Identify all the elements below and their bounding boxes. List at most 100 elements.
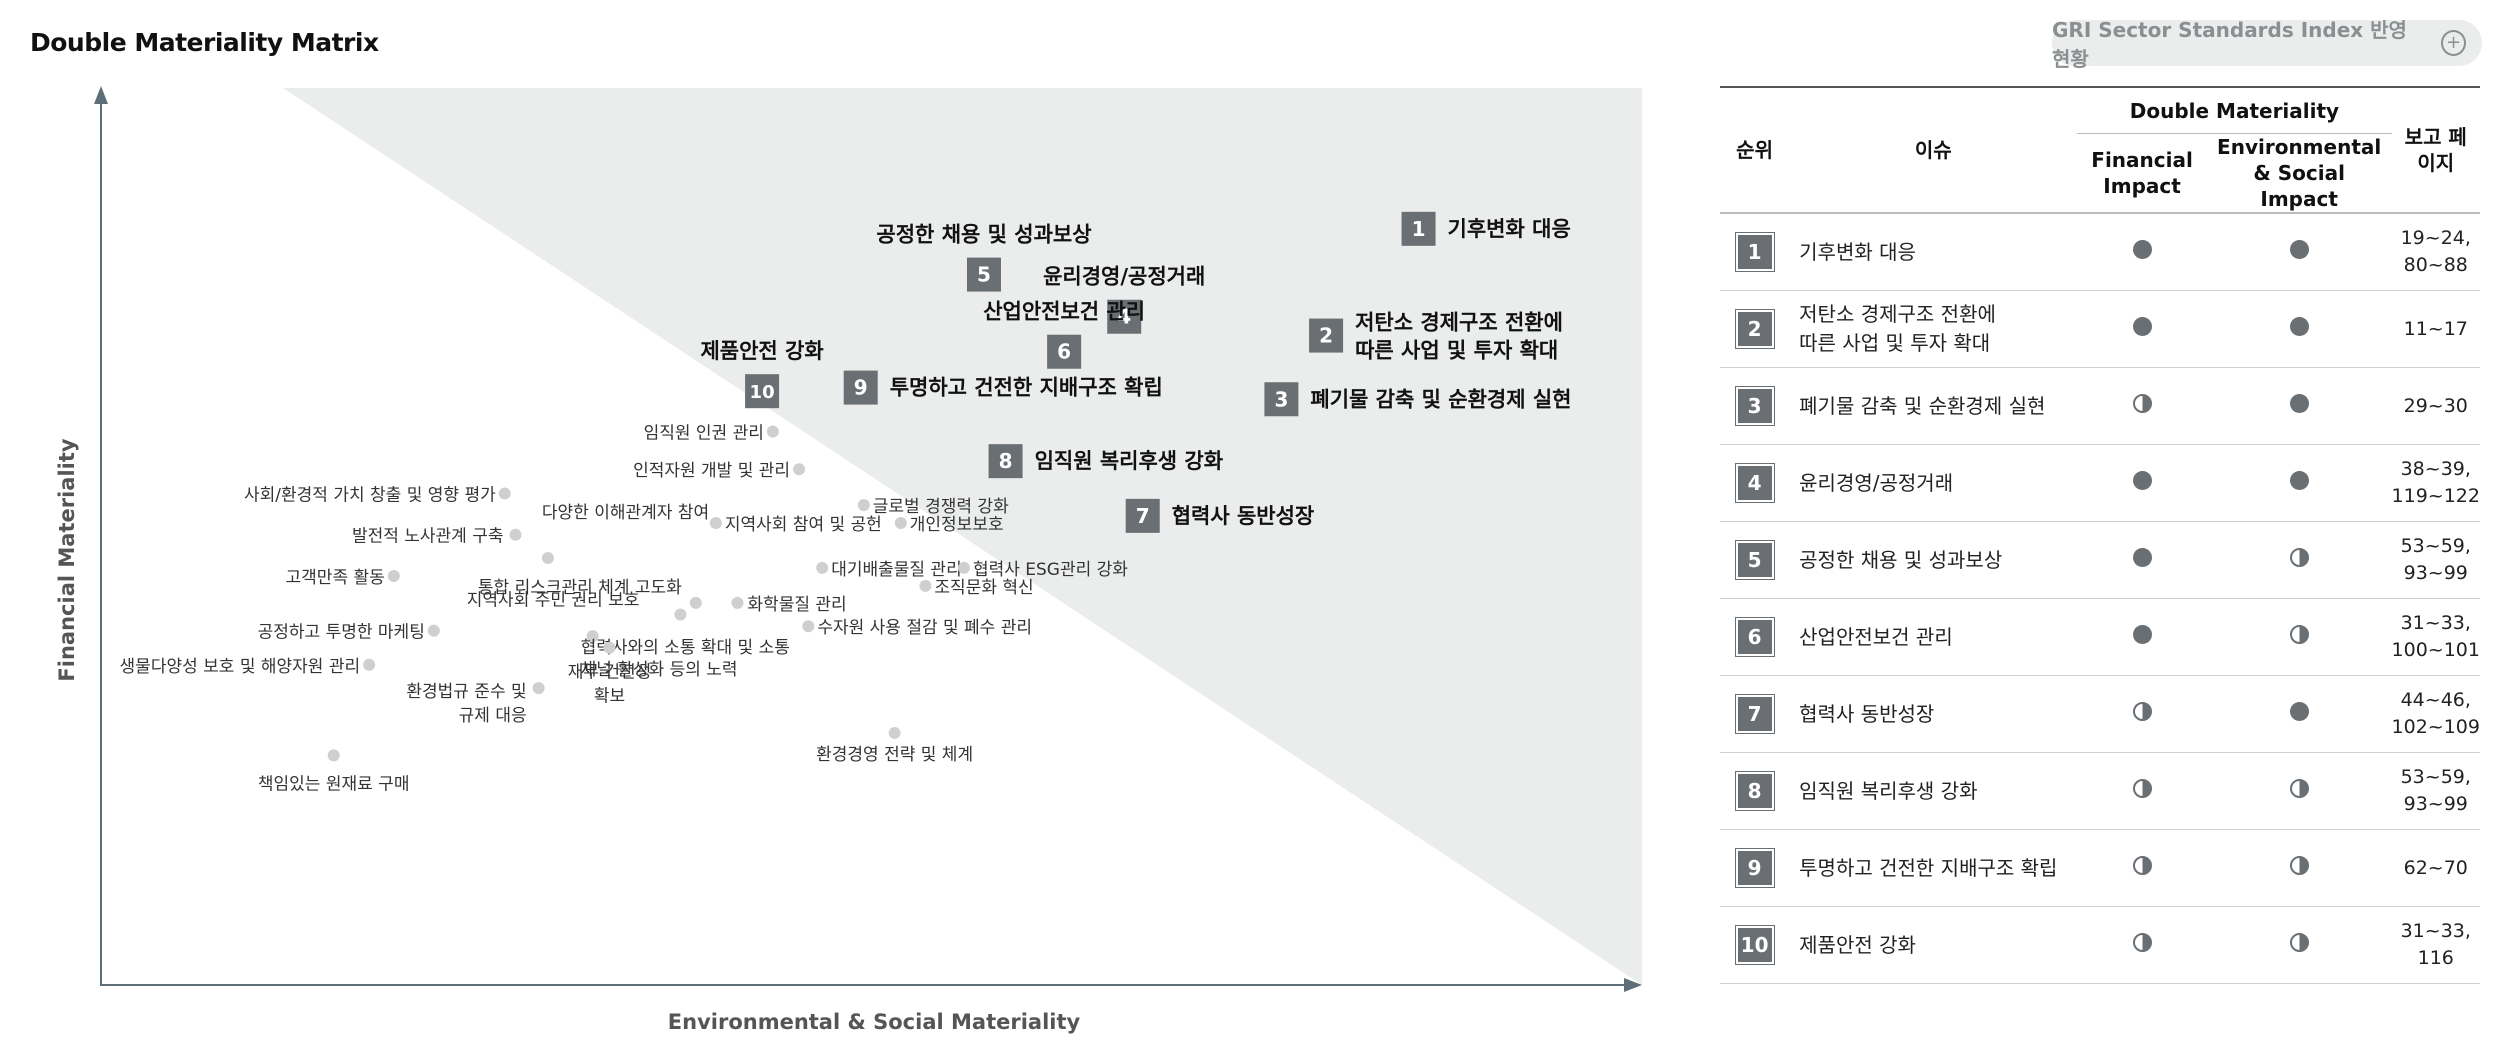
other-issue-label: 환경법규 준수 및 규제 대응 <box>406 682 526 726</box>
material-issue-rank: 3 <box>1274 387 1288 411</box>
other-issue-dot <box>957 561 970 574</box>
full-circle-icon <box>2132 625 2152 644</box>
rank-cell: 5 <box>1720 522 1790 599</box>
half-circle-icon <box>2132 933 2152 952</box>
issue-cell: 공정한 채용 및 성과보상 <box>1789 522 2078 599</box>
material-issue-rank: 9 <box>854 376 868 400</box>
material-issue-marker <box>843 370 878 405</box>
other-issue-label: 임직원 인권 관리 <box>644 424 764 444</box>
issue-cell: 임직원 복리후생 강화 <box>1789 753 2078 830</box>
material-issue-label: 협력사 동반성장 <box>1172 504 1315 528</box>
material-issue-marker <box>966 257 1001 292</box>
rank-badge: 1 <box>1734 232 1775 272</box>
other-issue-dot <box>509 528 522 541</box>
other-issue-dot <box>387 569 400 582</box>
env-social-impact-cell <box>2206 445 2392 522</box>
header-financial-impact: Financial Impact <box>2077 134 2207 214</box>
half-circle-icon <box>2289 625 2309 644</box>
other-issue-label: 재무 건전성 확보 <box>568 663 652 707</box>
other-issue-dot <box>586 630 599 643</box>
other-issue-label: 지역사회 주민 권리 보호 <box>467 591 640 611</box>
material-issue-marker <box>1264 382 1299 417</box>
half-circle-icon <box>2289 856 2309 875</box>
rank-badge: 5 <box>1734 540 1775 580</box>
rank-badge: 2 <box>1734 309 1775 349</box>
plus-circle-icon: + <box>2441 30 2466 56</box>
issue-cell: 윤리경영/공정거래 <box>1789 445 2078 522</box>
gri-standards-button[interactable]: GRI Sector Standards Index 반영 현황 + <box>2052 18 2482 71</box>
other-issue-label: 화학물질 관리 <box>747 595 846 615</box>
material-issue-label: 제품안전 강화 <box>700 339 824 363</box>
financial-impact-cell <box>2077 291 2207 368</box>
report-page-cell: 11~17 <box>2391 291 2480 368</box>
material-issue-rank: 10 <box>750 382 775 403</box>
other-issue-label: 글로벌 경쟁력 강화 <box>873 497 1009 517</box>
financial-impact-cell <box>2077 907 2207 984</box>
report-page-cell: 31~33, 116 <box>2391 907 2480 984</box>
material-issue-marker <box>1107 299 1142 334</box>
full-circle-icon <box>2289 240 2309 259</box>
env-social-impact-cell <box>2206 907 2392 984</box>
table-row: 3 폐기물 감축 및 순환경제 실현 29~30 <box>1720 368 2480 445</box>
other-issue-dot <box>857 499 870 512</box>
material-issue-rank: 6 <box>1057 340 1071 364</box>
issue-cell: 협력사 동반성장 <box>1789 676 2078 753</box>
other-issue-dot <box>689 596 702 609</box>
other-issue-dot <box>919 579 932 592</box>
half-circle-icon <box>2132 702 2152 721</box>
y-axis-label: Financial Materiality <box>55 438 79 681</box>
other-issue-dot <box>888 726 901 739</box>
other-issue-label: 다양한 이해관계자 참여 <box>542 503 709 523</box>
report-page-cell: 53~59, 93~99 <box>2391 753 2480 830</box>
other-issue-dot <box>802 620 815 633</box>
header-rank: 순위 <box>1720 86 1790 214</box>
other-issue-label: 조직문화 혁신 <box>934 578 1033 598</box>
other-issue-dot <box>532 682 545 695</box>
env-social-impact-cell <box>2206 291 2392 368</box>
other-issue-label: 개인정보보호 <box>910 515 1004 535</box>
other-issue-dot <box>816 561 829 574</box>
other-issue-dot <box>327 749 340 762</box>
full-circle-icon <box>2132 548 2152 567</box>
report-page-cell: 19~24, 80~88 <box>2391 214 2480 291</box>
rank-badge: 7 <box>1734 694 1775 734</box>
rank-cell: 4 <box>1720 445 1790 522</box>
other-issue-label: 인적자원 개발 및 관리 <box>633 461 790 481</box>
financial-impact-cell <box>2077 676 2207 753</box>
other-issue-label: 사회/환경적 가치 창출 및 영향 평가 <box>244 485 496 505</box>
env-social-impact-cell <box>2206 599 2392 676</box>
gri-button-label: GRI Sector Standards Index 반영 현황 <box>2052 18 2407 71</box>
full-circle-icon <box>2132 240 2152 259</box>
other-issue-label: 고객만족 활동 <box>286 568 385 588</box>
financial-impact-cell <box>2077 753 2207 830</box>
table-row: 7 협력사 동반성장 44~46, 102~109 <box>1720 676 2480 753</box>
financial-impact-cell <box>2077 522 2207 599</box>
half-circle-icon <box>2289 933 2309 952</box>
other-issue-label: 협력사와의 소통 확대 및 소통 채널 활성화 등의 노력 <box>581 638 790 680</box>
rank-cell: 6 <box>1720 599 1790 676</box>
material-issues-layer: 1 기후변화 대응 2 저탄소 경제구조 전환에 따른 사업 및 투자 확대 3 폐기물 감… <box>700 211 1571 533</box>
other-issue-dot <box>709 517 722 530</box>
other-issue-dot <box>766 425 779 438</box>
report-page-cell: 31~33, 100~101 <box>2391 599 2480 676</box>
other-issue-dot <box>894 517 907 530</box>
material-issue-marker <box>988 444 1023 479</box>
table-row: 9 투명하고 건전한 지배구조 확립 62~70 <box>1720 830 2480 907</box>
issue-cell: 투명하고 건전한 지배구조 확립 <box>1789 830 2078 907</box>
material-issue-label: 폐기물 감축 및 순환경제 실현 <box>1310 387 1571 411</box>
materiality-matrix-chart: Environmental & Social Materiality Finan… <box>55 86 1642 1034</box>
full-circle-icon <box>2132 317 2152 336</box>
full-circle-icon <box>2289 317 2309 336</box>
issue-cell: 폐기물 감축 및 순환경제 실현 <box>1789 368 2078 445</box>
other-issue-label: 수자원 사용 절감 및 폐수 관리 <box>817 618 1032 638</box>
report-page-cell: 38~39, 119~122 <box>2391 445 2480 522</box>
half-circle-icon <box>2132 394 2152 413</box>
rank-badge: 10 <box>1734 925 1775 965</box>
other-issue-label: 발전적 노사관계 구축 <box>352 527 504 547</box>
other-issue-label: 통합 리스크관리 체계 고도화 <box>478 578 682 598</box>
rank-badge: 8 <box>1734 771 1775 811</box>
material-issue-label: 저탄소 경제구조 전환에 따른 사업 및 투자 확대 <box>1355 311 1563 363</box>
rank-cell: 3 <box>1720 368 1790 445</box>
material-issue-rank: 2 <box>1319 324 1333 348</box>
material-issue-marker <box>1047 334 1082 369</box>
